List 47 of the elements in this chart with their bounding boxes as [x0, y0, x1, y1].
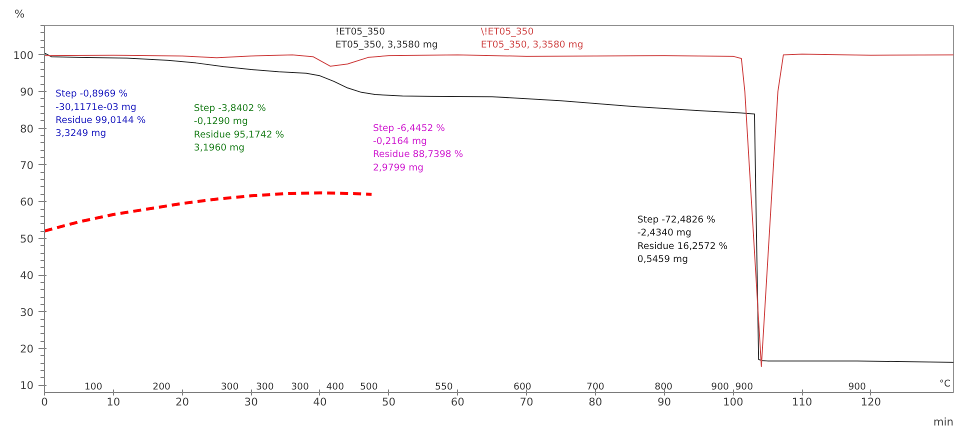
text: !ET05_350 ET05_350, 3,3580 mg	[335, 26, 438, 51]
annotation: Step -3,8402 % -0,1290 mg Residue 95,1742 % 3,1960 mg	[194, 102, 284, 154]
annotation: 300	[291, 382, 309, 392]
y-tick-label: 50	[20, 232, 34, 246]
annotation: 800	[654, 382, 673, 392]
y-tick-label: 30	[20, 306, 34, 319]
x-tick-label: 10	[106, 396, 120, 408]
annotation: 900	[848, 382, 866, 392]
x-tick-label: 30	[244, 396, 258, 408]
x-tick-label: 90	[657, 396, 672, 408]
y-tick-label: 10	[20, 379, 34, 392]
annotation: 200	[152, 382, 171, 392]
annotation: 900	[735, 382, 754, 392]
y-tick-label: 40	[20, 269, 34, 282]
y-tick-label: 20	[20, 342, 34, 356]
x-tick-label: 50	[382, 396, 396, 408]
annotation: Step -72,4826 % -2,4340 mg Residue 16,2572 % 0,5459 mg	[637, 214, 728, 266]
annotation: 500	[360, 382, 378, 392]
annotation: 700	[586, 382, 604, 392]
x-tick-label: 20	[175, 396, 190, 408]
annotation: 600	[514, 382, 532, 392]
series-label: \!ET05_350 ET05_350, 3,3580 mg	[480, 26, 584, 51]
x-axis-title: min	[933, 416, 954, 428]
y-axis-title: %	[14, 8, 25, 20]
y-tick-label: 80	[20, 122, 34, 136]
annotation: 550	[435, 382, 453, 392]
annotation: Step -0,8969 % -30,1171e-03 mg Residue 99,0144 % 3,3249 mg	[56, 88, 146, 140]
y-tick-label: 100	[13, 48, 34, 62]
x-tick-label: 110	[792, 396, 812, 408]
annotation: Step -6,4452 % -0,2164 mg Residue 88,7398 % 2,9799 mg	[372, 122, 464, 174]
x-tick-label: 60	[450, 396, 465, 408]
x-tick-label: 120	[860, 396, 882, 408]
annotation: 400	[326, 382, 344, 392]
annotation: °C	[939, 378, 951, 390]
annotation: 900	[711, 382, 730, 392]
x-tick-label: 100	[722, 396, 744, 408]
annotation: 300	[256, 382, 274, 392]
x-tick-label: 80	[588, 396, 602, 408]
x-tick-label: 40	[313, 396, 327, 408]
x-tick-label: 70	[520, 396, 534, 408]
annotation: 100	[84, 382, 102, 392]
line-series	[44, 191, 374, 233]
y-tick-label: 60	[20, 196, 34, 209]
y-tick-label: 90	[20, 86, 34, 99]
y-tick-label: 70	[20, 158, 34, 172]
annotation: 300	[220, 382, 239, 392]
x-tick-label: 0	[41, 396, 48, 408]
